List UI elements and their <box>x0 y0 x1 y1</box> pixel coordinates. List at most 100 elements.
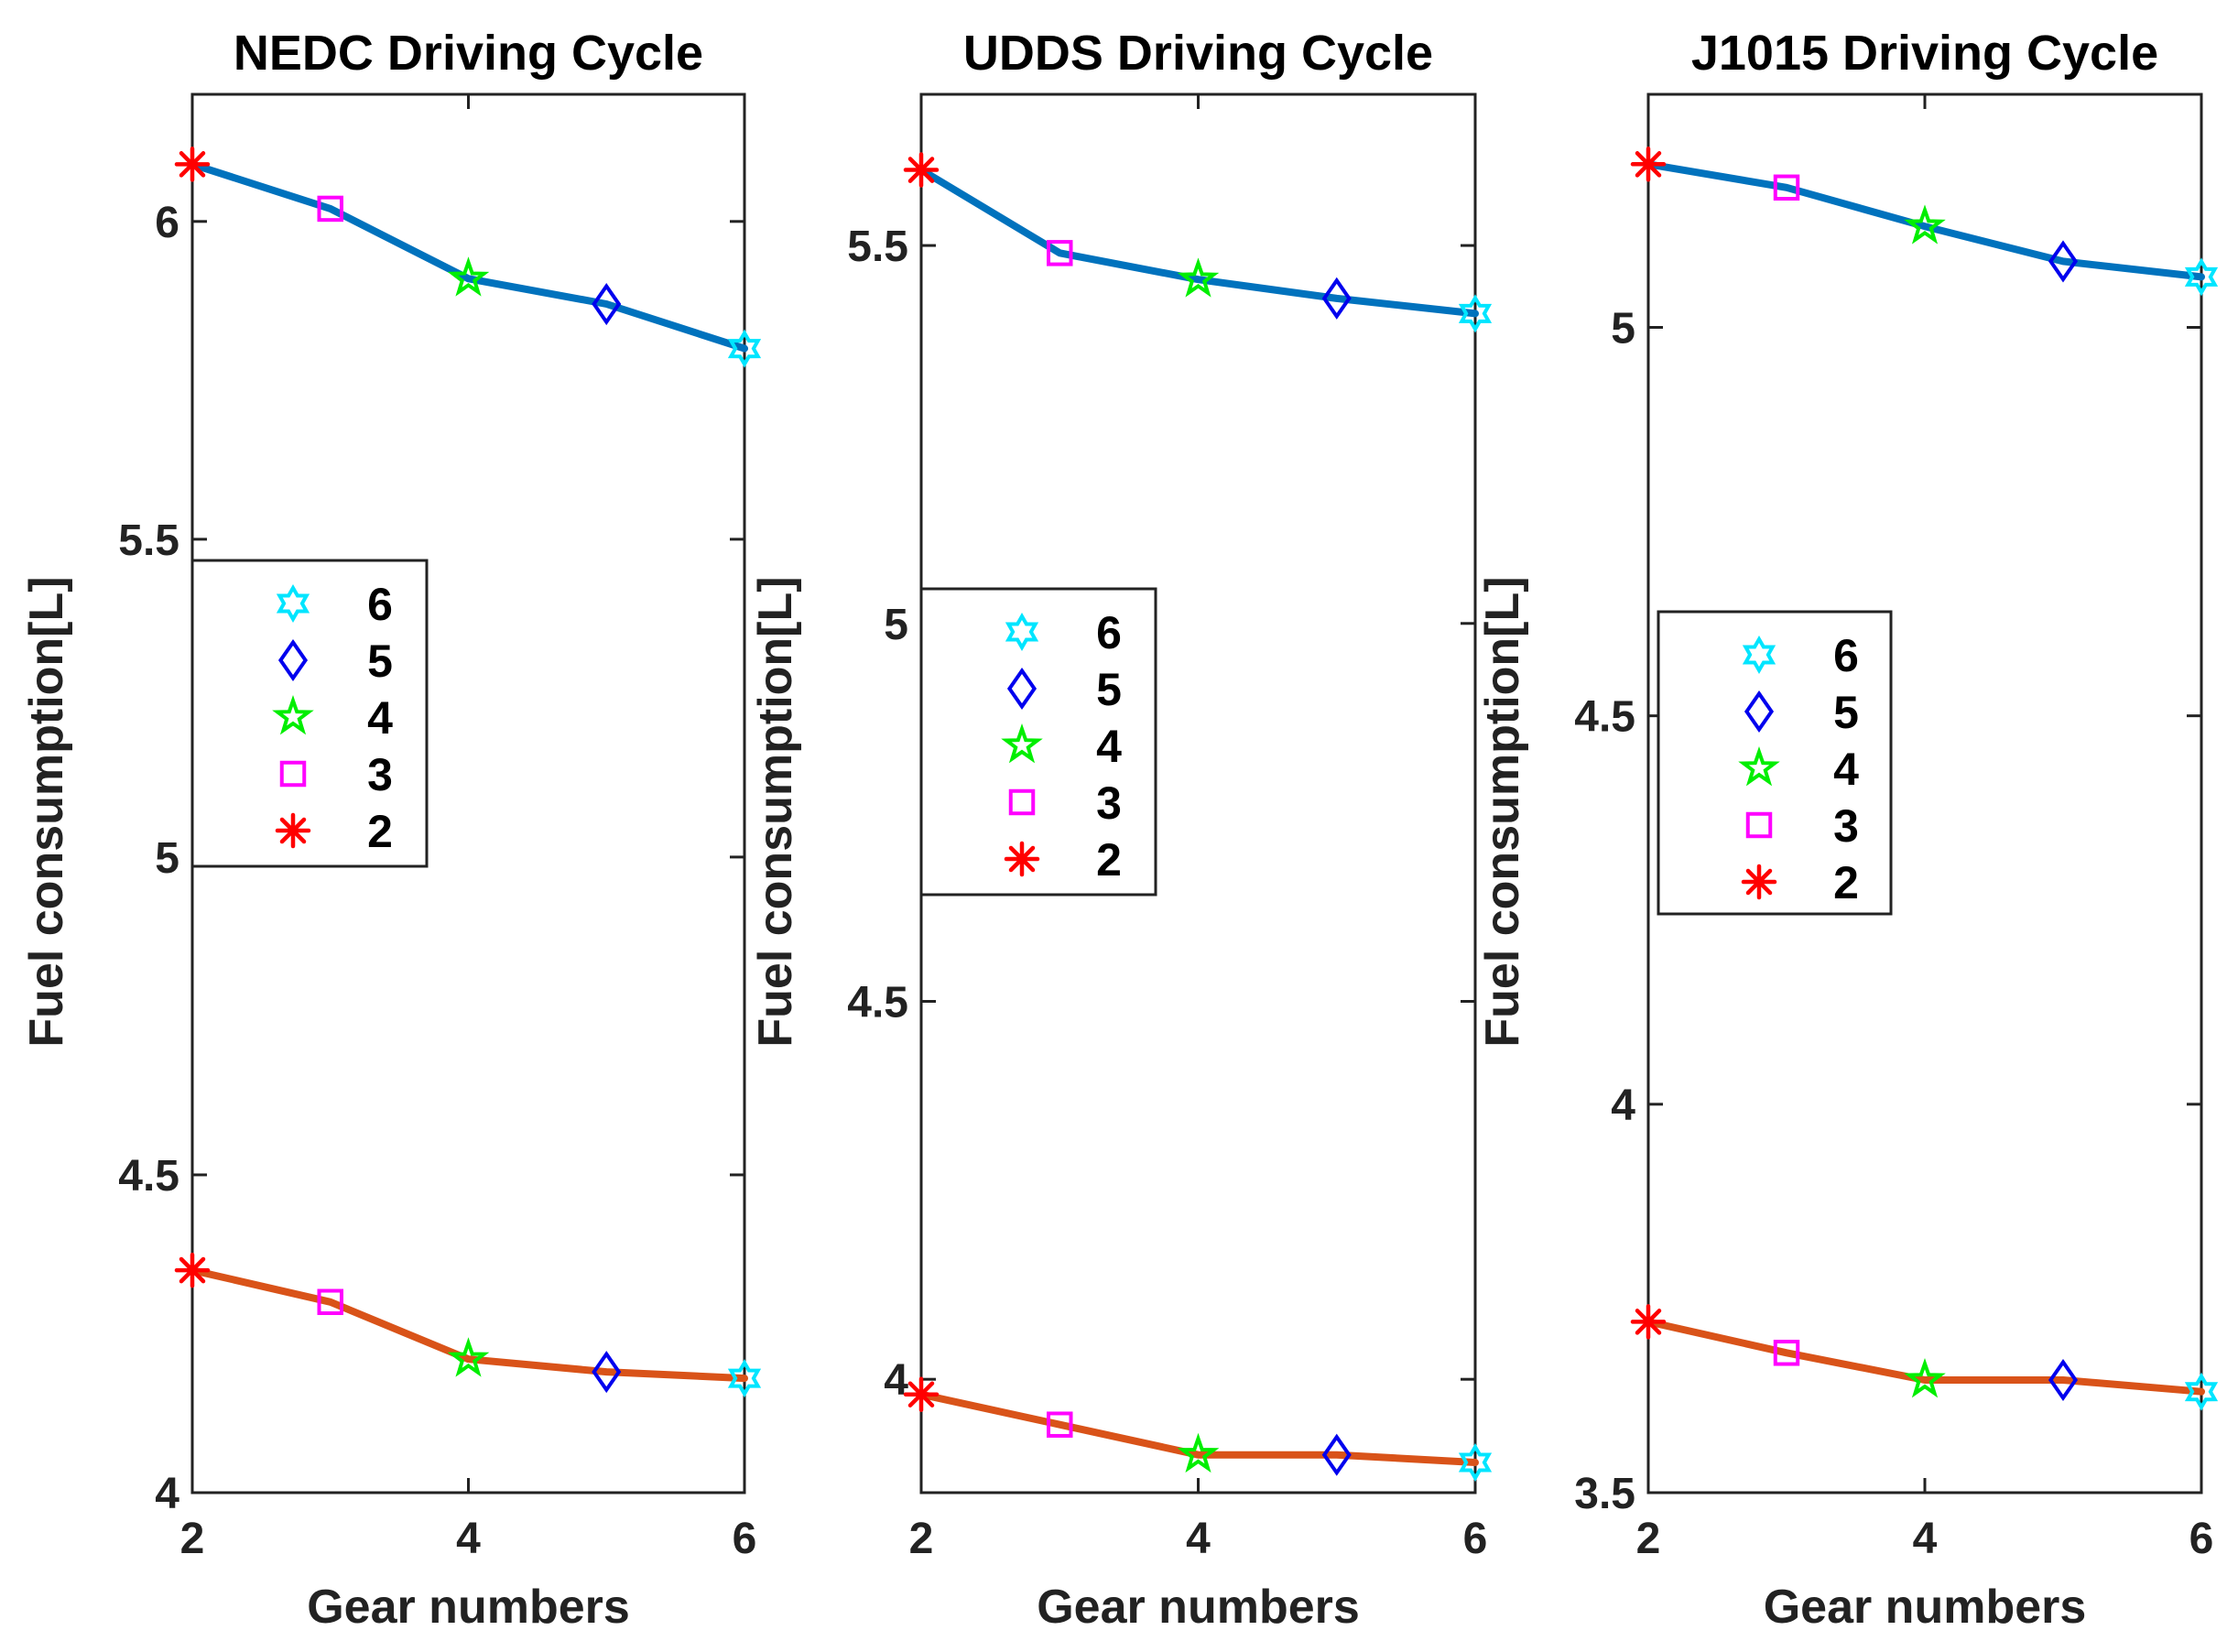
series-line-lower <box>918 1390 1479 1466</box>
data-point-upper-gear-2 <box>1630 147 1667 182</box>
x-tick-label: 6 <box>1463 1515 1488 1563</box>
x-tick-label: 2 <box>1636 1515 1661 1563</box>
y-tick-label: 5 <box>884 601 908 649</box>
data-point-upper-gear-6 <box>727 329 762 368</box>
legend-label: 3 <box>367 749 393 800</box>
chart-title: J1015 Driving Cycle <box>1691 26 2158 81</box>
y-tick-label: 4.5 <box>847 978 908 1027</box>
y-tick-label: 4 <box>155 1470 179 1518</box>
series-line-upper <box>918 166 1479 318</box>
legend-label: 6 <box>1096 607 1122 658</box>
data-point-lower-gear-4 <box>1177 1432 1220 1473</box>
legend-label: 4 <box>367 692 393 744</box>
data-point-upper-gear-3 <box>317 195 343 223</box>
legend-label: 2 <box>1096 834 1122 886</box>
legend: 6 5 432 <box>1657 610 1893 916</box>
legend: 6 5 432 <box>919 587 1157 897</box>
legend-label: 2 <box>1833 857 1859 908</box>
data-point-lower-gear-4 <box>447 1337 490 1377</box>
legend-marker-asterisk-icon <box>275 812 311 849</box>
y-tick-label: 5.5 <box>118 516 179 565</box>
legend-marker-hexagram-icon <box>276 583 310 624</box>
y-tick-label: 3.5 <box>1574 1470 1635 1518</box>
legend-marker-diamond-icon <box>1744 690 1775 734</box>
legend-label: 3 <box>1096 777 1122 829</box>
x-axis-label: Gear numbers <box>307 1581 630 1634</box>
y-tick-label: 6 <box>155 199 179 247</box>
legend-marker-pentagram-icon <box>1001 723 1043 764</box>
data-point-lower-gear-2 <box>174 1252 211 1288</box>
data-point-upper-gear-5 <box>592 282 622 326</box>
legend-label: 3 <box>1833 800 1859 852</box>
data-point-upper-gear-5 <box>1321 277 1352 320</box>
chart-title: UDDS Driving Cycle <box>963 26 1433 81</box>
legend-marker-square-icon <box>1008 788 1036 816</box>
legend-marker-pentagram-icon <box>272 695 314 735</box>
data-point-upper-gear-5 <box>2048 240 2079 283</box>
legend-label: 6 <box>367 579 393 630</box>
x-tick-label: 6 <box>733 1515 757 1563</box>
series-line-upper <box>1645 160 2205 281</box>
x-axis-label: Gear numbers <box>1764 1581 2087 1634</box>
series-line-lower <box>1645 1318 2205 1396</box>
data-point-lower-gear-6 <box>1458 1443 1493 1483</box>
y-tick-label: 5 <box>155 834 179 883</box>
data-point-upper-gear-3 <box>1047 240 1073 266</box>
legend-label: 4 <box>1096 721 1122 772</box>
y-tick-label: 4 <box>884 1356 908 1405</box>
data-point-upper-gear-4 <box>1904 204 1946 245</box>
y-tick-label: 4.5 <box>118 1152 179 1201</box>
series-line-lower <box>189 1266 748 1383</box>
chart-title: NEDC Driving Cycle <box>234 26 703 81</box>
data-point-upper-gear-4 <box>1177 257 1220 298</box>
data-point-lower-gear-3 <box>1047 1411 1073 1438</box>
chart-panel-2: 2 4 6 4 4.5 5 5.5 UDDS Driving Cycle Gear number… <box>749 26 1493 1634</box>
data-point-upper-gear-4 <box>447 256 490 297</box>
data-point-lower-gear-5 <box>2048 1358 2079 1402</box>
legend-label: 5 <box>367 636 393 687</box>
legend-label: 5 <box>1833 687 1859 738</box>
x-tick-label: 2 <box>180 1515 205 1563</box>
chart-panel-3: 2 4 6 3.5 4 4.5 5 J1015 Driving Cycle Gear numbe… <box>1476 26 2219 1634</box>
legend-label: 5 <box>1096 664 1122 715</box>
data-point-upper-gear-6 <box>2184 257 2219 297</box>
data-point-lower-gear-3 <box>317 1288 343 1316</box>
data-point-lower-gear-5 <box>1321 1433 1352 1476</box>
data-point-lower-gear-4 <box>1904 1358 1946 1398</box>
y-tick-label: 4.5 <box>1574 693 1635 742</box>
legend-marker-diamond-icon <box>277 638 309 682</box>
legend-marker-pentagram-icon <box>1738 746 1780 787</box>
x-tick-label: 4 <box>1186 1515 1211 1563</box>
legend-label: 6 <box>1833 630 1859 681</box>
legend-label: 2 <box>367 806 393 857</box>
legend-marker-diamond-icon <box>1006 667 1038 711</box>
data-point-lower-gear-6 <box>2184 1372 2219 1411</box>
x-axis-label: Gear numbers <box>1037 1581 1360 1634</box>
data-point-lower-gear-6 <box>727 1359 762 1398</box>
data-point-upper-gear-6 <box>1458 294 1493 333</box>
x-tick-label: 4 <box>456 1515 481 1563</box>
x-tick-label: 6 <box>2189 1515 2214 1563</box>
data-point-lower-gear-2 <box>1630 1304 1667 1340</box>
y-axis-label: Fuel consumption[L] <box>1476 576 1529 1047</box>
legend-label: 4 <box>1833 744 1859 795</box>
x-tick-label: 2 <box>909 1515 934 1563</box>
data-point-lower-gear-2 <box>903 1376 940 1412</box>
y-tick-label: 5 <box>1611 305 1635 353</box>
y-axis-label: Fuel consumption[L] <box>20 576 73 1047</box>
data-point-lower-gear-5 <box>592 1351 622 1394</box>
data-point-lower-gear-3 <box>1773 1340 1800 1366</box>
data-point-upper-gear-2 <box>174 147 211 182</box>
legend-marker-square-icon <box>1745 811 1773 839</box>
series-line-upper <box>189 160 748 353</box>
legend-marker-square-icon <box>279 760 307 788</box>
x-tick-label: 4 <box>1913 1515 1938 1563</box>
y-tick-label: 4 <box>1611 1081 1635 1130</box>
legend-marker-asterisk-icon <box>1741 864 1777 900</box>
legend: 6 543 2 <box>190 559 429 868</box>
data-point-upper-gear-3 <box>1773 174 1800 201</box>
legend-marker-asterisk-icon <box>1004 841 1040 877</box>
y-axis-label: Fuel consumption[L] <box>749 576 802 1047</box>
